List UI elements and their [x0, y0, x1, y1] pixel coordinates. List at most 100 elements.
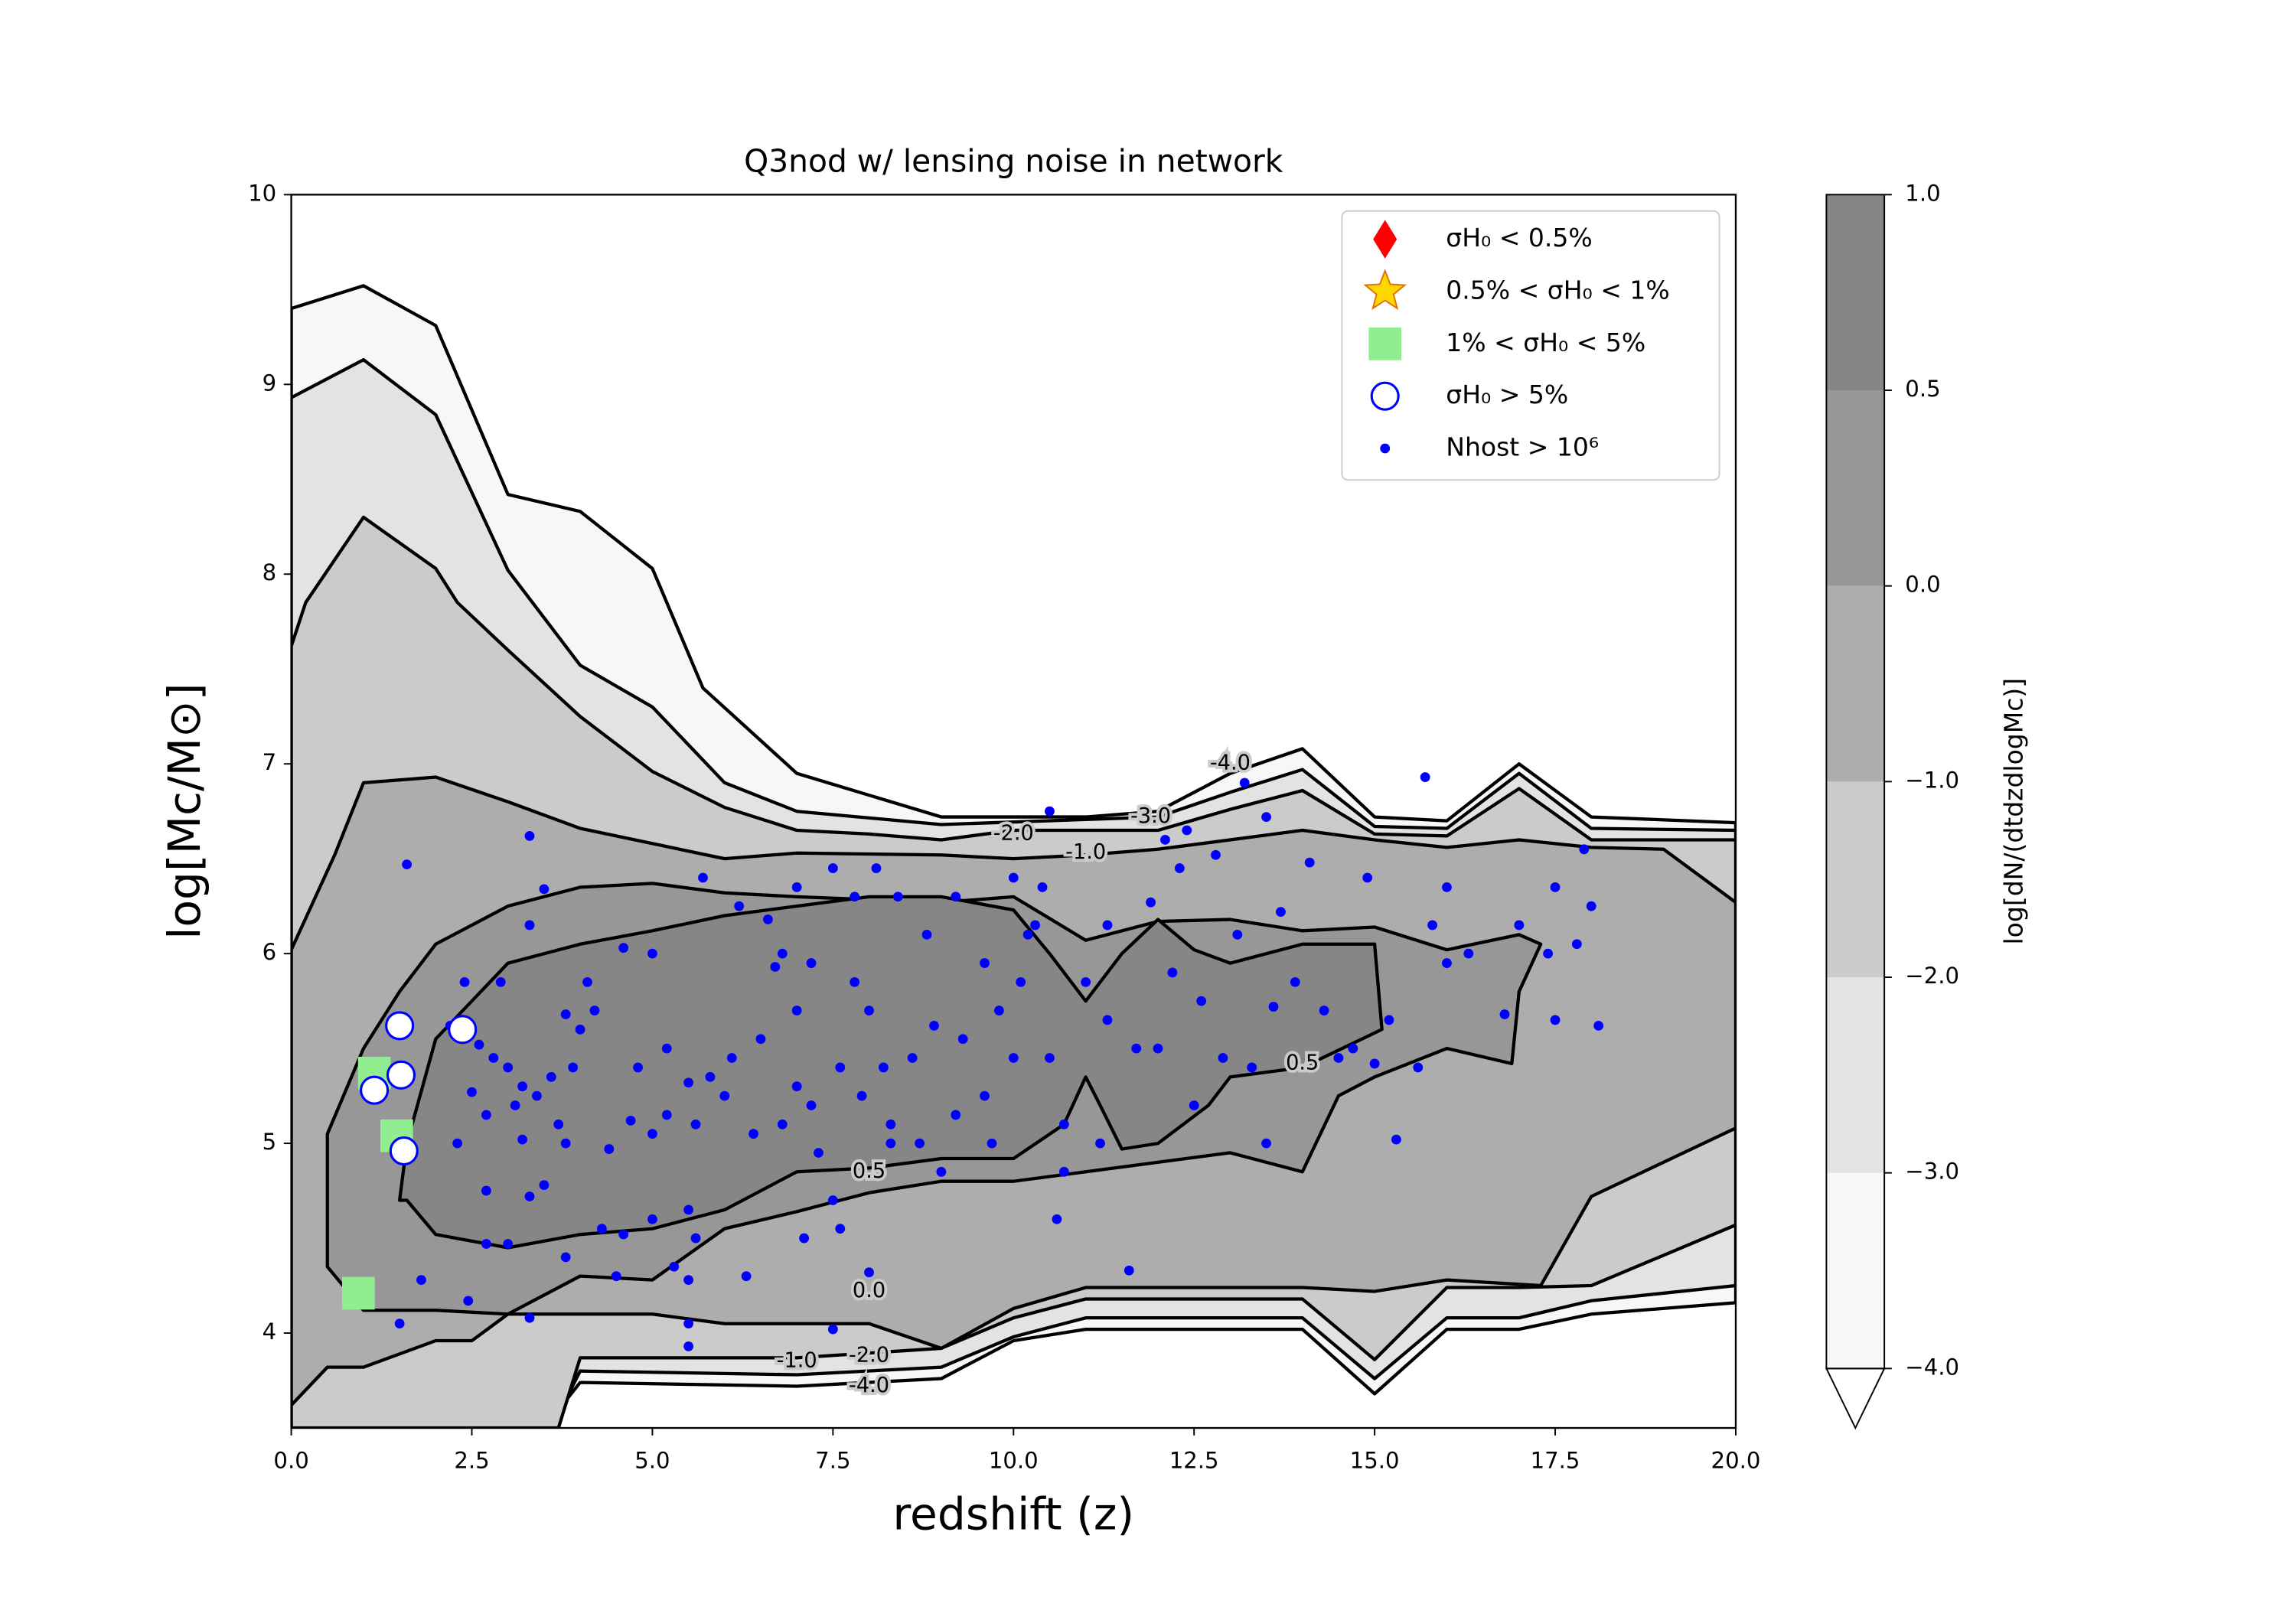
data-point — [1290, 976, 1300, 987]
data-point — [386, 1060, 416, 1090]
data-point — [1030, 920, 1040, 931]
legend-marker — [1373, 220, 1397, 259]
data-point — [915, 1138, 925, 1149]
x-tick-label: 2.5 — [454, 1448, 489, 1474]
data-point — [885, 1119, 896, 1129]
contour — [398, 895, 1384, 1250]
data-point — [625, 1115, 636, 1126]
data-point — [589, 1006, 600, 1015]
data-point — [734, 901, 745, 911]
data-point — [389, 1136, 419, 1166]
data-point — [799, 1233, 810, 1244]
data-point — [459, 976, 470, 987]
data-point — [1427, 920, 1438, 931]
data-point — [683, 1341, 694, 1351]
data-point — [1211, 849, 1221, 860]
colorbar-tick-label: −4.0 — [1905, 1354, 1959, 1380]
y-tick-label: 6 — [263, 939, 277, 965]
data-point — [647, 1214, 657, 1224]
data-point — [683, 1077, 694, 1088]
data-point — [1008, 1053, 1019, 1063]
data-point — [517, 1134, 527, 1145]
data-point — [560, 1009, 571, 1019]
data-point — [517, 1081, 527, 1092]
data-point — [604, 1144, 615, 1154]
data-point — [690, 1233, 701, 1244]
data-point — [524, 1312, 535, 1323]
data-point — [394, 1319, 405, 1329]
data-point — [1058, 1166, 1069, 1177]
data-point — [748, 1129, 758, 1139]
data-point — [532, 1090, 542, 1101]
data-point — [1022, 929, 1033, 940]
data-point — [1153, 1043, 1163, 1054]
data-point — [864, 1006, 874, 1015]
y-tick-label: 5 — [263, 1129, 277, 1155]
data-point — [1362, 872, 1373, 883]
data-point — [1413, 1062, 1424, 1073]
data-point — [777, 948, 788, 959]
data-point — [1499, 1009, 1510, 1019]
contour-label: -2.0 — [849, 1343, 889, 1367]
data-point — [791, 1081, 802, 1092]
y-tick-label: 8 — [263, 559, 277, 585]
contour-label: 0.5 — [1286, 1051, 1319, 1074]
data-point — [1218, 1053, 1228, 1063]
data-point — [481, 1110, 491, 1120]
data-point — [777, 1119, 788, 1129]
data-point — [1045, 806, 1055, 817]
data-point — [402, 859, 412, 870]
contour-label: 0.0 — [853, 1279, 885, 1302]
data-point — [524, 831, 535, 841]
x-tick-label: 7.5 — [815, 1448, 850, 1474]
data-point — [1333, 1053, 1344, 1063]
data-point — [575, 1024, 585, 1035]
x-tick-label: 12.5 — [1169, 1448, 1219, 1474]
data-point — [1232, 929, 1243, 940]
data-point — [495, 976, 506, 987]
x-tick-label: 20.0 — [1711, 1448, 1761, 1474]
data-point — [568, 1062, 579, 1073]
contour-label: -1.0 — [777, 1349, 817, 1373]
data-point — [503, 1239, 514, 1249]
data-point — [980, 958, 990, 968]
legend-label: Nhost > 10⁶ — [1446, 432, 1599, 462]
data-point — [481, 1185, 491, 1196]
data-point — [864, 1267, 874, 1278]
data-point — [1058, 1119, 1069, 1129]
x-axis-label: redshift (z) — [892, 1488, 1134, 1540]
data-point — [633, 1062, 643, 1073]
data-point — [1146, 897, 1156, 908]
data-point — [1174, 863, 1185, 873]
data-point — [827, 1195, 838, 1205]
colorbar-tick-label: 0.5 — [1905, 376, 1940, 402]
chart-title: Q3nod w/ lensing noise in network — [744, 143, 1283, 180]
data-point — [827, 1324, 838, 1335]
contour-label: -4.0 — [849, 1374, 889, 1397]
data-point — [1304, 857, 1315, 868]
data-point — [741, 1271, 752, 1282]
legend-label: 1% < σH₀ < 5% — [1446, 328, 1645, 357]
x-tick-label: 10.0 — [989, 1448, 1039, 1474]
data-point — [835, 1224, 846, 1234]
data-point — [1442, 958, 1452, 968]
data-point — [1016, 976, 1026, 987]
x-tick-label: 5.0 — [634, 1448, 670, 1474]
y-tick-label: 4 — [263, 1319, 277, 1345]
data-point — [524, 920, 535, 931]
colorbar-band — [1826, 585, 1885, 782]
data-point — [488, 1053, 499, 1063]
data-point — [1239, 777, 1250, 788]
data-point — [1543, 948, 1554, 959]
data-point — [360, 1075, 390, 1105]
data-point — [1369, 1058, 1380, 1069]
colorbar-band — [1826, 390, 1885, 586]
data-point — [611, 1271, 621, 1282]
data-point — [618, 943, 629, 953]
data-point — [850, 892, 860, 902]
data-point — [618, 1229, 629, 1240]
data-point — [987, 1138, 997, 1149]
data-point — [510, 1100, 520, 1110]
data-point — [1095, 1138, 1105, 1149]
data-point — [907, 1053, 918, 1063]
